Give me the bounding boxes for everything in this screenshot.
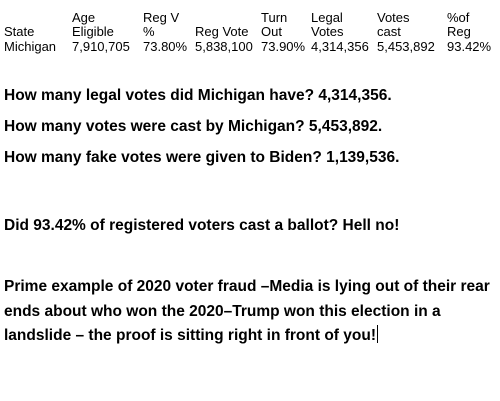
header-cell-reg-vote-top — [195, 11, 261, 25]
header-cell-reg-vote: Reg Vote — [195, 24, 249, 39]
header-cell-eligible: Eligible — [72, 24, 114, 39]
voter-stats-table: Age Reg V Turn Legal Votes %of State Eli… — [4, 11, 496, 54]
header-cell-pct-of: %of — [447, 10, 470, 25]
paragraph-text: Prime example of 2020 voter fraud –Media… — [4, 278, 490, 344]
table-header-row-1: Age Reg V Turn Legal Votes %of — [4, 11, 496, 25]
cell-votes-cast: 5,453,892 — [377, 39, 435, 54]
header-cell-cast: cast — [377, 24, 401, 39]
cell-reg-v-percent: 73.80% — [143, 39, 188, 54]
header-cell-votes: Votes — [377, 10, 410, 25]
header-cell-out: Out — [261, 24, 282, 39]
question-votes-cast: How many votes were cast by Michigan? 5,… — [4, 118, 383, 135]
header-cell-turn: Turn — [261, 10, 288, 25]
text-cursor — [377, 325, 378, 343]
body-paragraph[interactable]: Prime example of 2020 voter fraud –Media… — [4, 275, 498, 349]
cell-state: Michigan — [4, 39, 57, 54]
header-cell-state-top — [4, 11, 72, 25]
header-cell-reg: Reg — [447, 24, 471, 39]
header-cell-percent: % — [143, 24, 155, 39]
question-legal-votes: How many legal votes did Michigan have? … — [4, 87, 392, 104]
table-row: Michigan 7,910,705 73.80% 5,838,100 73.9… — [4, 39, 496, 54]
cell-legal-votes: 4,314,356 — [311, 39, 369, 54]
question-registered-voters: Did 93.42% of registered voters cast a b… — [4, 217, 400, 234]
table-header-row-2: State Eligible % Reg Vote Out Votes cast… — [4, 25, 496, 39]
header-cell-reg-v: Reg V — [143, 10, 180, 25]
header-cell-state: State — [4, 24, 35, 39]
cell-percent-of-reg: 93.42% — [447, 39, 492, 54]
header-cell-age: Age — [72, 10, 96, 25]
header-cell-legal: Legal — [311, 10, 343, 25]
cell-turn-out: 73.90% — [261, 39, 306, 54]
cell-reg-vote: 5,838,100 — [195, 39, 253, 54]
cell-age-eligible: 7,910,705 — [72, 39, 130, 54]
header-cell-votes-2: Votes — [311, 24, 344, 39]
question-fake-votes: How many fake votes were given to Biden?… — [4, 149, 400, 166]
